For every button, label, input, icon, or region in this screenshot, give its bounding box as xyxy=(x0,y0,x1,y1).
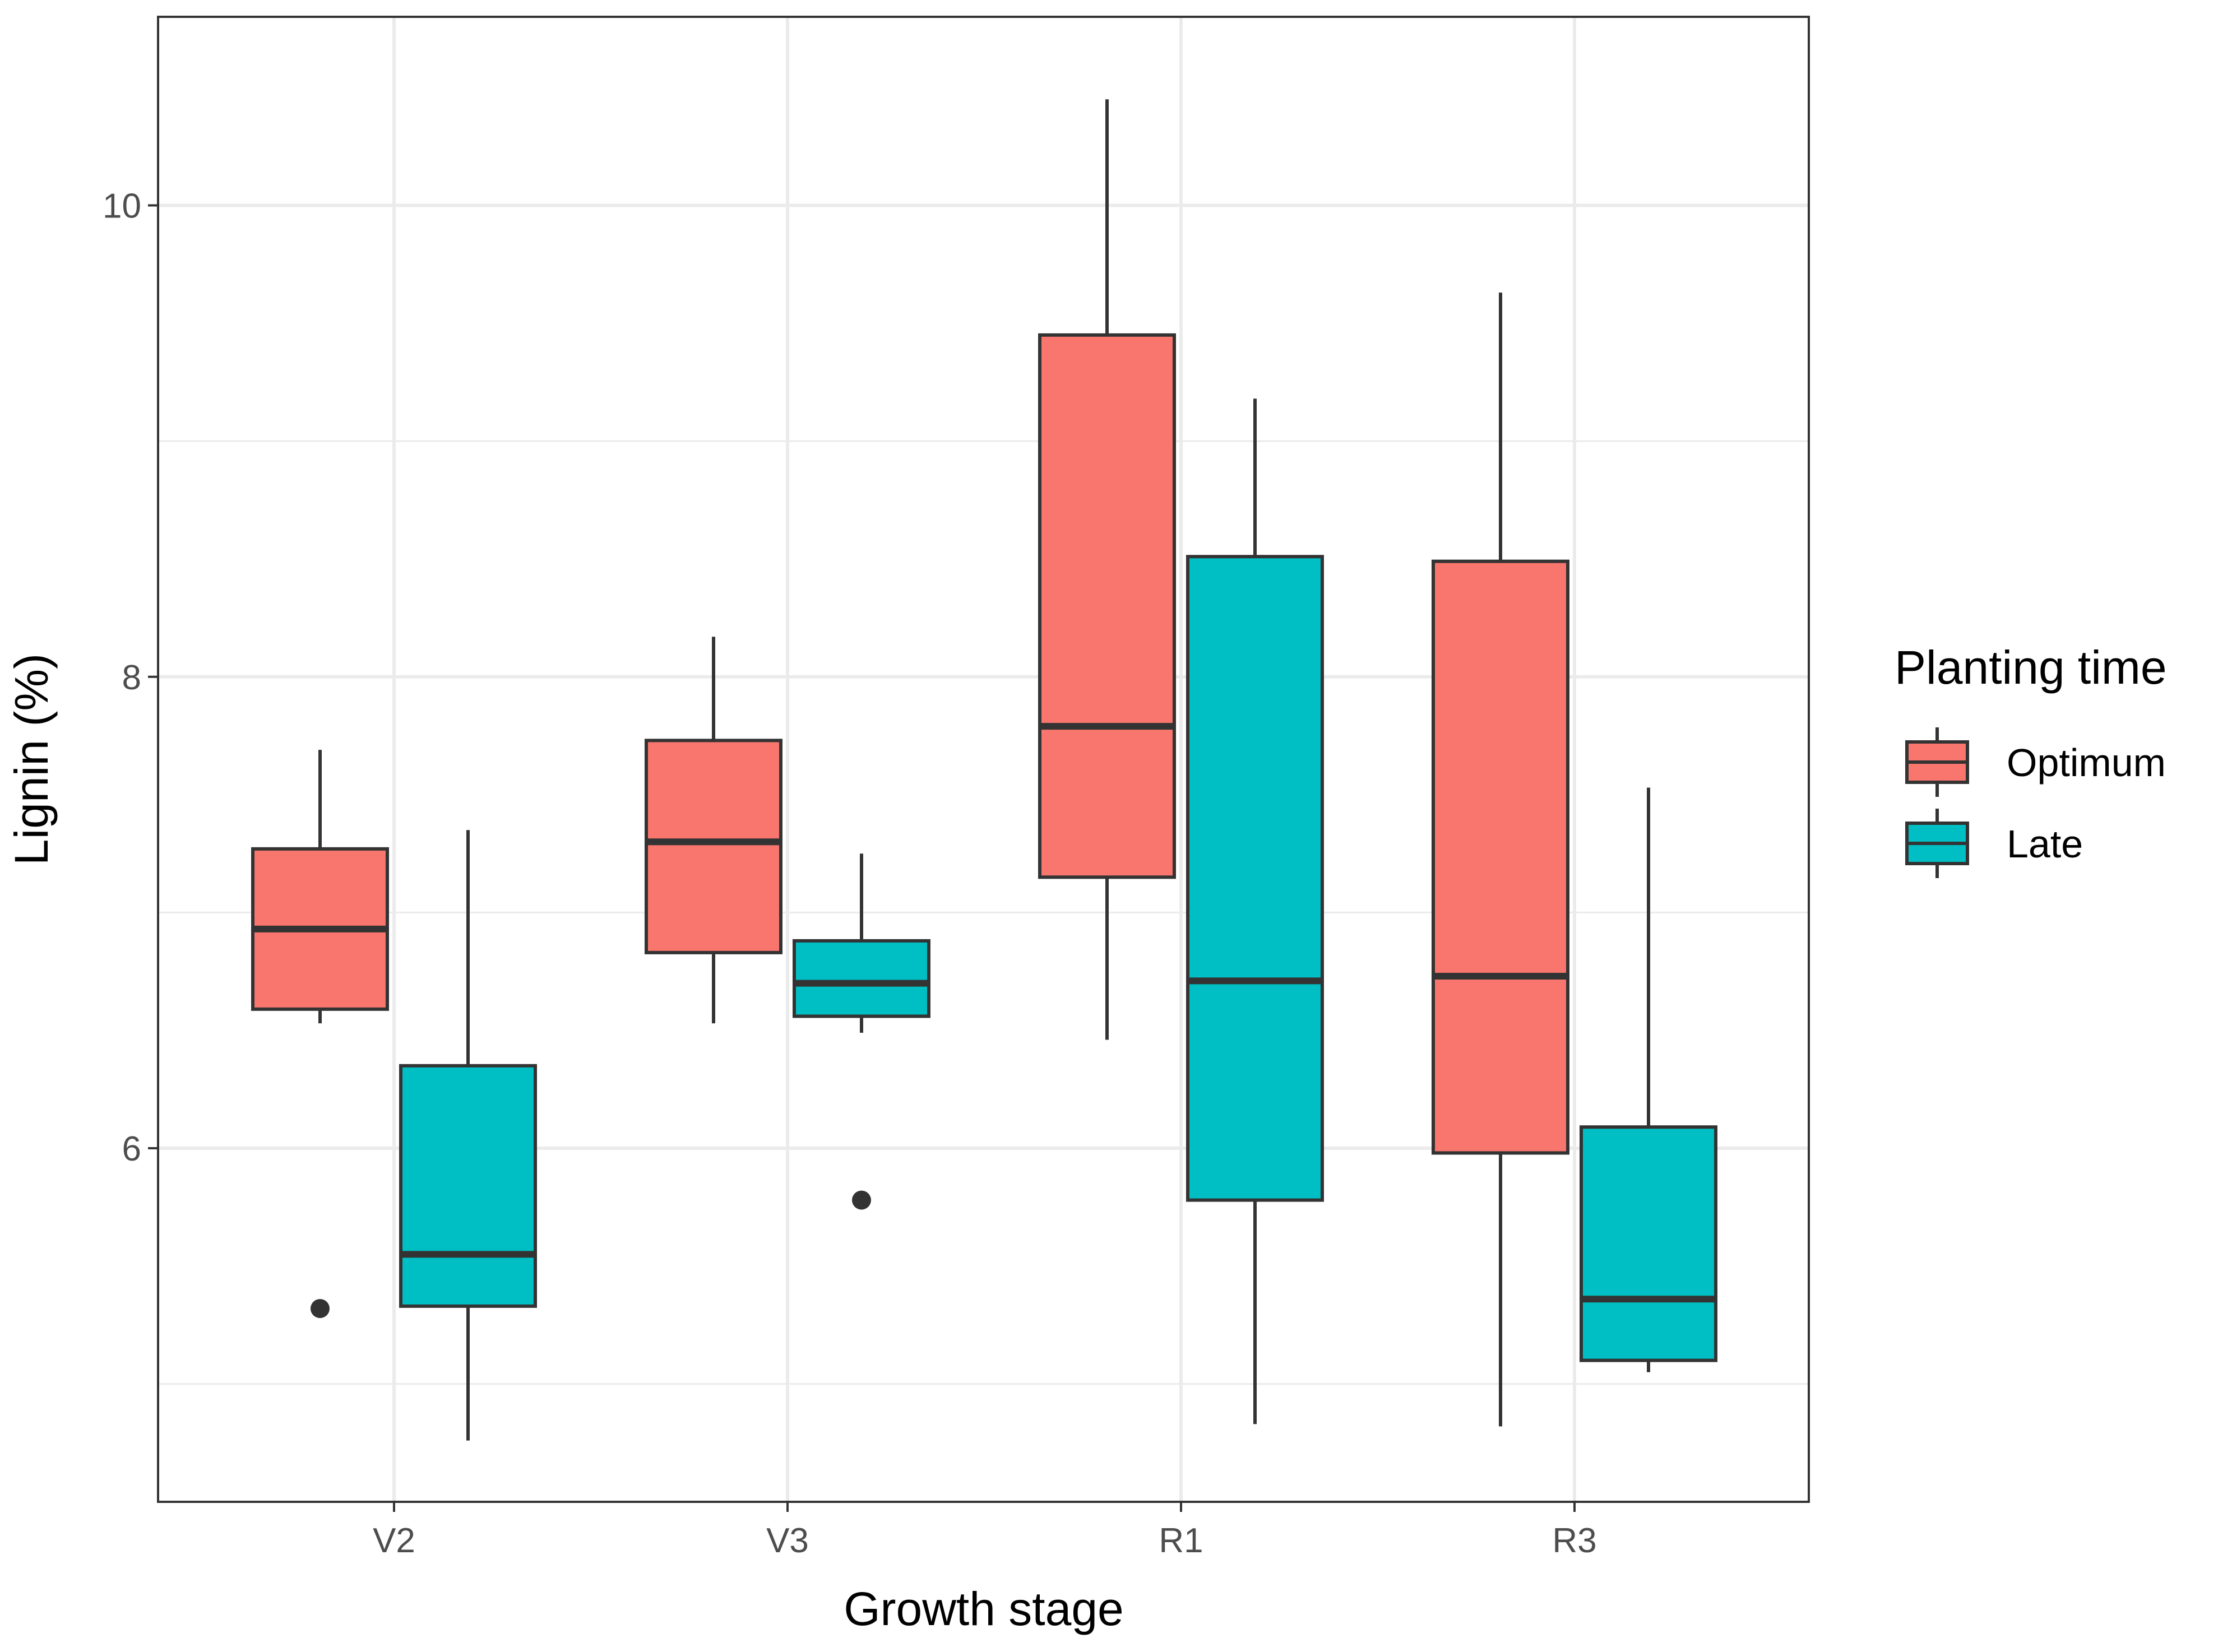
box-late-v2 xyxy=(399,830,537,1441)
box-iqr xyxy=(645,739,782,954)
x-tick-label-v3: V3 xyxy=(766,1521,809,1560)
x-tick-label-r1: R1 xyxy=(1159,1521,1203,1560)
box-iqr xyxy=(1186,555,1324,1202)
box-iqr xyxy=(1038,333,1176,879)
x-tick-label-v2: V2 xyxy=(373,1521,415,1560)
y-tick-label: 8 xyxy=(122,658,141,697)
legend-title: Planting time xyxy=(1895,641,2167,694)
y-tick-label: 10 xyxy=(103,187,141,226)
plot-panel-border xyxy=(157,16,1810,1503)
box-iqr xyxy=(1432,559,1569,1155)
y-tick-label: 6 xyxy=(122,1130,141,1168)
outlier-point xyxy=(311,1299,330,1319)
gridlines xyxy=(158,17,1809,1502)
x-tick-label-r3: R3 xyxy=(1552,1521,1596,1560)
box-optimum-v3 xyxy=(645,637,782,1024)
box-late-r3 xyxy=(1580,787,1717,1372)
axes: 6 8 10 V2 V3 R1 R3 xyxy=(103,187,1597,1560)
box-iqr xyxy=(399,1064,537,1308)
y-axis-title: Lignin (%) xyxy=(5,653,58,865)
legend: Planting time Optimum Late xyxy=(1895,641,2167,878)
box-iqr xyxy=(1580,1125,1717,1362)
box-late-v3 xyxy=(793,853,930,1210)
box-iqr xyxy=(793,939,930,1018)
box-late-r1 xyxy=(1186,398,1324,1424)
box-optimum-r1 xyxy=(1038,99,1176,1040)
box-optimum-v2 xyxy=(251,750,389,1319)
outlier-point xyxy=(852,1190,871,1210)
legend-label-late: Late xyxy=(2007,822,2083,866)
x-axis-title: Growth stage xyxy=(844,1583,1124,1635)
box-optimum-r3 xyxy=(1432,293,1569,1427)
legend-label-optimum: Optimum xyxy=(2007,741,2166,785)
legend-key-late: Late xyxy=(1905,809,2083,878)
legend-key-optimum: Optimum xyxy=(1905,727,2166,797)
boxes xyxy=(251,99,1717,1441)
